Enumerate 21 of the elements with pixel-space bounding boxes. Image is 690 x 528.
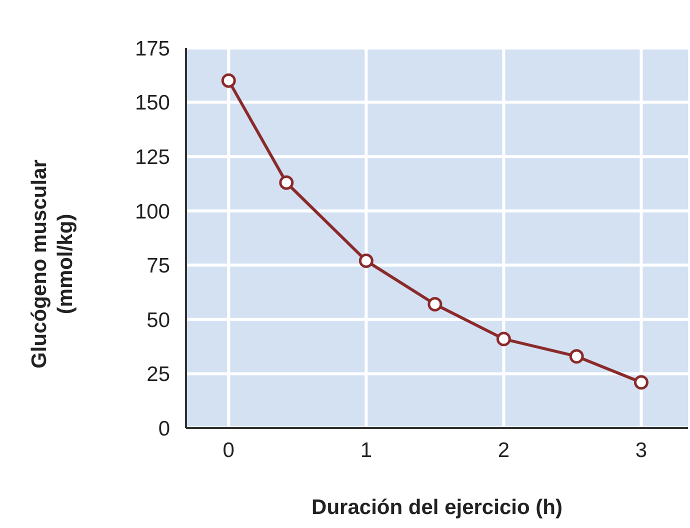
y-tick-label: 150 bbox=[134, 92, 170, 115]
y-tick-label: 175 bbox=[134, 37, 170, 60]
x-tick-label: 1 bbox=[360, 438, 372, 462]
point bbox=[358, 254, 374, 268]
x-tick-label: 3 bbox=[635, 438, 648, 462]
y-tick-label: 100 bbox=[134, 200, 170, 224]
point bbox=[496, 332, 511, 346]
point bbox=[634, 375, 648, 390]
y-tick-label: 50 bbox=[146, 308, 170, 332]
point bbox=[428, 296, 442, 312]
point bbox=[221, 73, 236, 88]
y-tick-label: 125 bbox=[134, 146, 170, 170]
point bbox=[569, 349, 584, 364]
y-tick-label: 25 bbox=[146, 363, 170, 386]
y-axis-title: Glucógeno muscular (mmol/kg) bbox=[27, 158, 78, 370]
x-tick-label: 2 bbox=[498, 438, 510, 462]
y-tick-label: 75 bbox=[146, 254, 170, 278]
point bbox=[279, 175, 294, 190]
y-tick-label: 0 bbox=[158, 417, 170, 440]
x-axis-title: Duración del ejercicio (h) bbox=[312, 496, 562, 519]
x-tick-label: 0 bbox=[222, 438, 234, 462]
